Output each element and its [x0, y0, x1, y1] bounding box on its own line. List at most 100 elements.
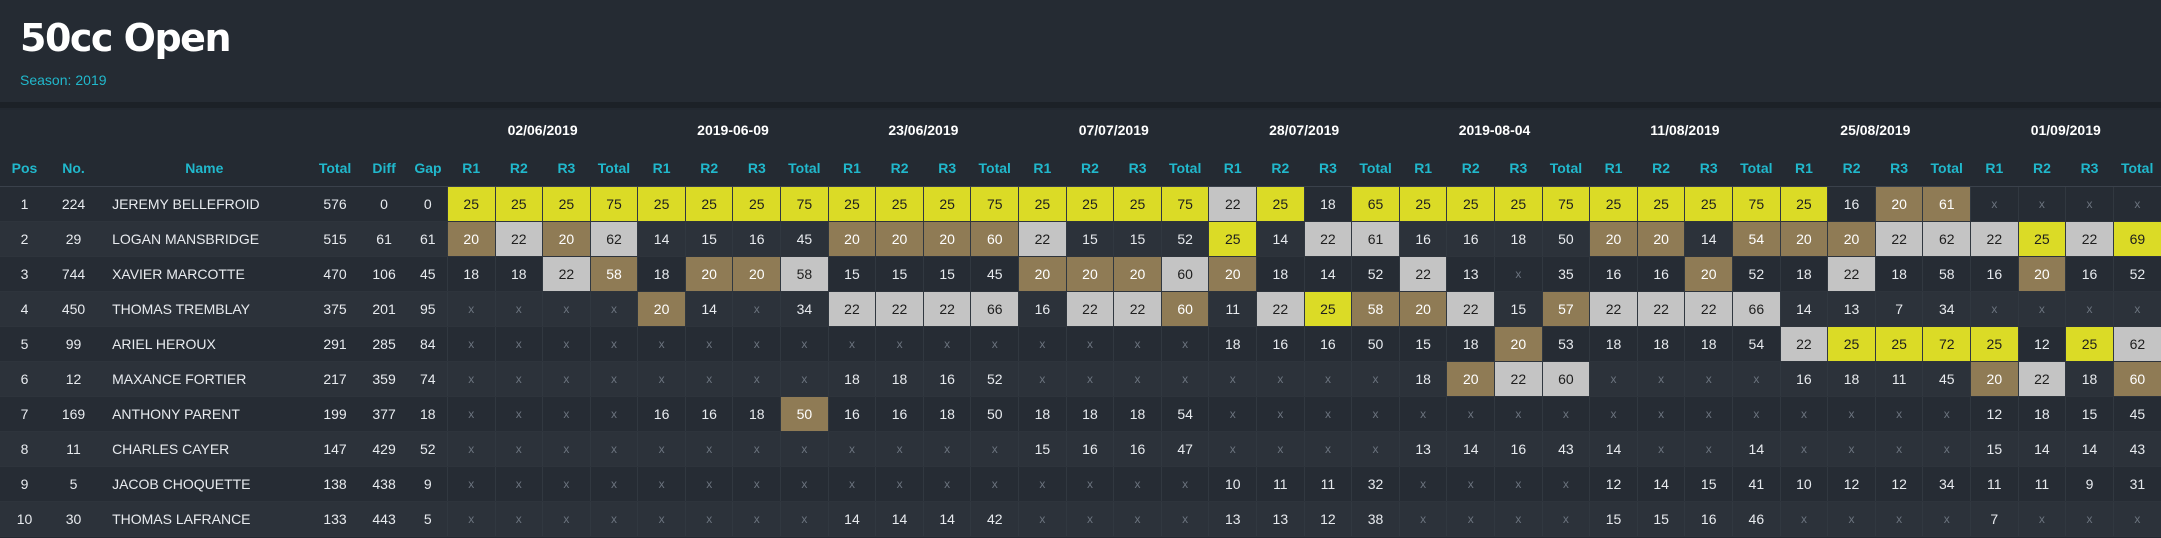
gap-cell: 95	[408, 291, 448, 327]
rider-name[interactable]: XAVIER MARCOTTE	[98, 256, 311, 292]
event-total-cell: x	[2112, 291, 2161, 327]
race-result-cell: 20	[446, 221, 495, 257]
col-header-r1[interactable]: R1	[637, 150, 686, 187]
col-header-r3[interactable]: R3	[1304, 150, 1352, 187]
table-row[interactable]: 8 11 CHARLES CAYER 147 429 52 x x x x x x x x x x x x 15 16…	[0, 431, 2161, 467]
col-header-r2[interactable]: R2	[1066, 150, 1114, 187]
col-header-gap[interactable]: Gap	[408, 150, 448, 187]
event-total-cell: 57	[1541, 291, 1590, 327]
col-header-r2[interactable]: R2	[685, 150, 733, 187]
rider-name[interactable]: LOGAN MANSBRIDGE	[98, 221, 311, 257]
table-row[interactable]: 7 169 ANTHONY PARENT 199 377 18 x x x x 16 16 18 50 16…	[0, 396, 2161, 432]
table-row[interactable]: 4 450 THOMAS TREMBLAY 375 201 95 x x x x 20 14 x 34 22…	[0, 291, 2161, 327]
col-header-total[interactable]: Total	[2113, 150, 2161, 187]
col-header-total[interactable]: Total	[1542, 150, 1590, 187]
race-result-cell: 12	[1303, 501, 1352, 537]
col-header-pos[interactable]: Pos	[0, 150, 50, 187]
col-header-total[interactable]: Total	[780, 150, 829, 187]
diff-cell: 61	[359, 221, 409, 257]
col-header-r3[interactable]: R3	[1113, 150, 1162, 187]
event-total-cell: x	[589, 431, 638, 467]
col-header-r3[interactable]: R3	[2065, 150, 2114, 187]
race-result-cell: 14	[637, 221, 686, 257]
rider-name[interactable]: THOMAS LAFRANCE	[98, 501, 311, 537]
col-header-r1[interactable]: R1	[447, 150, 495, 187]
event-total-cell: 14	[1732, 431, 1781, 467]
rider-name[interactable]: JEREMY BELLEFROID	[98, 186, 311, 222]
col-header-r1[interactable]: R1	[1780, 150, 1828, 187]
rider-name[interactable]: MAXANCE FORTIER	[98, 361, 311, 397]
rider-name[interactable]: CHARLES CAYER	[98, 431, 311, 467]
race-result-cell: 22	[1636, 291, 1685, 327]
race-result-cell: 18	[1494, 221, 1543, 257]
col-header-diff[interactable]: Diff	[359, 150, 409, 187]
col-header-name[interactable]: Name	[98, 150, 311, 187]
col-header-r2[interactable]: R2	[1827, 150, 1876, 187]
rider-name[interactable]: ANTHONY PARENT	[98, 396, 311, 432]
col-header-r1[interactable]: R1	[1399, 150, 1447, 187]
col-header-r3[interactable]: R3	[542, 150, 591, 187]
col-header-r3[interactable]: R3	[732, 150, 781, 187]
race-result-cell: x	[684, 431, 733, 467]
event-total-cell: 52	[1160, 221, 1209, 257]
table-row[interactable]: 2 29 LOGAN MANSBRIDGE 515 61 61 20 22 20 62 14 15 16…	[0, 221, 2161, 257]
event-total-cell: 62	[1922, 221, 1971, 257]
col-header-total[interactable]: Total	[1351, 150, 1400, 187]
standings-table: 02/06/2019 2019-06-09 23/06/2019 07/07/2019…	[0, 110, 2161, 537]
col-header-total[interactable]: Total	[590, 150, 638, 187]
col-header-r2[interactable]: R2	[1446, 150, 1495, 187]
race-result-cell: 16	[1256, 326, 1305, 362]
col-header-total[interactable]: Total	[1922, 150, 1971, 187]
event-date-header: 23/06/2019	[828, 110, 1019, 150]
col-header-r2[interactable]: R2	[1637, 150, 1685, 187]
race-result-cell: 11	[1208, 291, 1257, 327]
col-header-r1[interactable]: R1	[1970, 150, 2019, 187]
gap-cell: 45	[408, 256, 448, 292]
event-total-cell: 62	[2112, 326, 2161, 362]
col-header-total[interactable]: Total	[1161, 150, 1209, 187]
table-row[interactable]: 3 744 XAVIER MARCOTTE 470 106 45 18 18 22 58 18 20 2…	[0, 256, 2161, 292]
race-result-cell: x	[827, 431, 876, 467]
col-header-r1[interactable]: R1	[828, 150, 876, 187]
table-row[interactable]: 10 30 THOMAS LAFRANCE 133 443 5 x x x x x x x x 14 14 14…	[0, 501, 2161, 537]
col-header-r3[interactable]: R3	[923, 150, 971, 187]
total-points-cell: 375	[310, 291, 360, 327]
col-header-total[interactable]: Total	[1732, 150, 1781, 187]
race-result-cell: 15	[922, 256, 971, 292]
table-row[interactable]: 5 99 ARIEL HEROUX 291 285 84 x x x x x x x x x x x x x x x x 1…	[0, 326, 2161, 362]
event-total-cell: 45	[1922, 361, 1971, 397]
number-cell: 11	[49, 431, 99, 467]
col-header-r2[interactable]: R2	[1256, 150, 1305, 187]
race-result-cell: 14	[922, 501, 971, 537]
race-result-cell: 20	[827, 221, 876, 257]
col-header-r3[interactable]: R3	[1494, 150, 1543, 187]
table-row[interactable]: 1 224 JEREMY BELLEFROID 576 0 0 25 25 25 75 25 25 25…	[0, 186, 2161, 222]
col-header-total[interactable]: Total	[310, 150, 360, 187]
total-points-cell: 470	[310, 256, 360, 292]
col-header-r1[interactable]: R1	[1589, 150, 1638, 187]
col-header-r2[interactable]: R2	[495, 150, 543, 187]
race-result-cell: x	[494, 291, 543, 327]
table-row[interactable]: 6 12 MAXANCE FORTIER 217 359 74 x x x x x x x x 18 18 16…	[0, 361, 2161, 397]
col-header-r3[interactable]: R3	[1684, 150, 1733, 187]
race-result-cell: 14	[2065, 431, 2114, 467]
table-row[interactable]: 9 5 JACOB CHOQUETTE 138 438 9 x x x x x x x x x x x x x x x x…	[0, 466, 2161, 502]
col-header-total[interactable]: Total	[970, 150, 1019, 187]
event-total-cell: 34	[1922, 291, 1971, 327]
event-total-cell: x	[589, 396, 638, 432]
col-header-r2[interactable]: R2	[2018, 150, 2066, 187]
col-header-no[interactable]: No.	[49, 150, 99, 187]
rider-name[interactable]: THOMAS TREMBLAY	[98, 291, 311, 327]
col-header-r2[interactable]: R2	[875, 150, 924, 187]
col-header-r1[interactable]: R1	[1018, 150, 1067, 187]
rider-name[interactable]: JACOB CHOQUETTE	[98, 466, 311, 502]
col-header-r3[interactable]: R3	[1875, 150, 1923, 187]
race-result-cell: x	[922, 431, 971, 467]
col-header-r1[interactable]: R1	[1208, 150, 1257, 187]
race-result-cell: 25	[827, 186, 876, 222]
race-result-cell: 20	[922, 221, 971, 257]
rider-name[interactable]: ARIEL HEROUX	[98, 326, 311, 362]
event-total-cell: 34	[1922, 466, 1971, 502]
race-result-cell: 15	[2065, 396, 2114, 432]
gap-cell: 84	[408, 326, 448, 362]
